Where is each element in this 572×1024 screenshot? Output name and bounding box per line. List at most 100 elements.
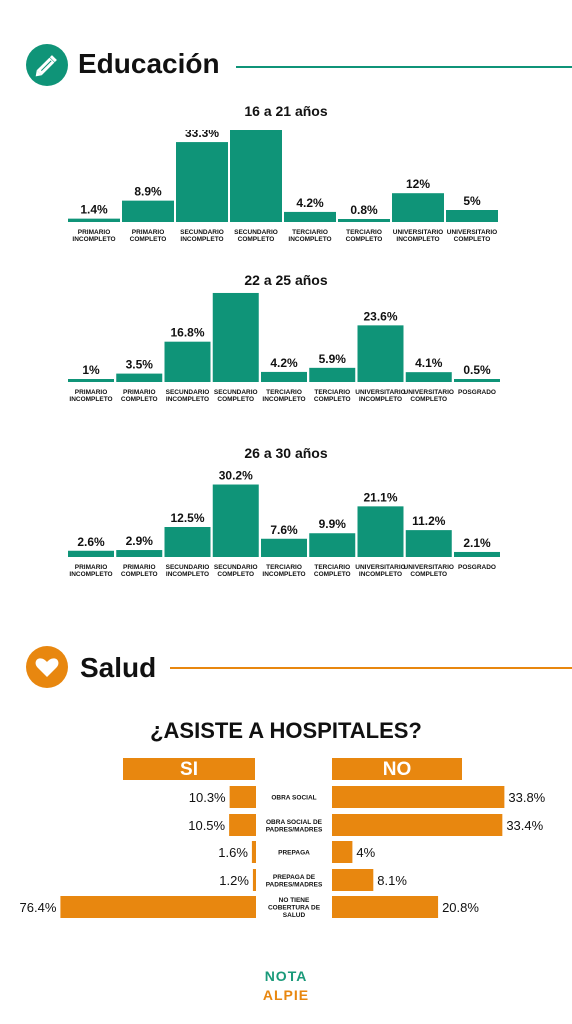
category-label: SECUNDARIO [234, 229, 278, 236]
category-label: INCOMPLETO [69, 571, 112, 578]
bar [454, 551, 500, 557]
si-value-label: 76.4% [20, 900, 57, 915]
no-value-label: 8.1% [377, 873, 407, 888]
bar-value-label: 11.2% [412, 514, 446, 528]
bar-value-label: 2.1% [463, 536, 491, 550]
bar [357, 325, 404, 382]
category-label: TERCIARIO [346, 229, 382, 236]
bar-value-label: 33.3% [185, 130, 219, 140]
category-label: COMPLETO [410, 571, 447, 578]
category-label: COMPLETO [346, 236, 383, 243]
bar-value-label: 21.1% [363, 490, 397, 504]
category-label: INCOMPLETO [359, 396, 402, 403]
bar-value-label: 2.6% [77, 535, 105, 549]
category-label: COMPLETO [130, 236, 167, 243]
chart-1-title: 16 a 21 años [244, 103, 328, 119]
category-label: PRIMARIO [123, 389, 156, 396]
bar [338, 219, 390, 222]
category-label: UNIVERSITARIO [404, 389, 454, 396]
category-label: INCOMPLETO [166, 396, 209, 403]
category-label: PRIMARIO [78, 229, 111, 236]
health-icon-badge [26, 646, 68, 688]
category-label: SECUNDARIO [166, 564, 210, 571]
si-value-label: 10.3% [189, 790, 226, 805]
bar-value-label: 4.2% [296, 196, 324, 210]
bar-value-label: 4.1% [415, 356, 443, 370]
bar [446, 210, 498, 222]
bar-value-label: 0.8% [350, 203, 378, 217]
category-label: INCOMPLETO [180, 236, 223, 243]
nota-alpie-logo: NOTA ALPIE [258, 967, 314, 1005]
bar [230, 130, 282, 222]
row-category-label: OBRA SOCIAL [271, 795, 316, 802]
bar [212, 292, 259, 382]
category-label: TERCIARIO [266, 389, 302, 396]
bar-value-label: 30.2% [219, 469, 253, 483]
si-bar [229, 786, 256, 808]
si-bar [229, 814, 256, 836]
category-label: INCOMPLETO [396, 236, 439, 243]
bar-value-label: 1% [82, 363, 100, 377]
category-label: UNIVERSITARIO [355, 564, 405, 571]
category-label: COMPLETO [314, 571, 351, 578]
category-label: TERCIARIO [314, 564, 350, 571]
bar [405, 372, 452, 382]
category-label: INCOMPLETO [69, 396, 112, 403]
education-chart-26-30: 2.6%PRIMARIOINCOMPLETO2.9%PRIMARIOCOMPLE… [68, 469, 500, 578]
bar [68, 550, 114, 557]
category-label: SECUNDARIO [214, 389, 258, 396]
hospital-chart: 10.3% 33.8% OBRA SOCIAL 10.5% 33.4% OBRA SOCI… [20, 786, 546, 919]
education-icon-badge [26, 44, 68, 86]
bar-value-label: 8.9% [134, 185, 162, 199]
category-label: INCOMPLETO [359, 571, 402, 578]
category-label: UNIVERSITARIO [447, 229, 497, 236]
category-label: COMPLETO [410, 396, 447, 403]
health-divider [170, 667, 572, 669]
no-bar [332, 786, 505, 808]
no-bar [332, 869, 374, 891]
category-label: UNIVERSITARIO [404, 564, 454, 571]
bar [164, 527, 211, 557]
bar [116, 550, 163, 557]
bar-value-label: 4.2% [270, 356, 298, 370]
category-label: UNIVERSITARIO [393, 229, 443, 236]
no-value-label: 33.4% [506, 818, 543, 833]
category-label: UNIVERSITARIO [355, 389, 405, 396]
category-label: COMPLETO [217, 571, 254, 578]
category-label: INCOMPLETO [262, 571, 305, 578]
bar [309, 533, 356, 557]
category-label: INCOMPLETO [262, 396, 305, 403]
bar-value-label: 37.1% [219, 290, 253, 291]
category-label: COMPLETO [454, 236, 491, 243]
bar [261, 538, 307, 557]
bar-value-label: 12% [406, 177, 430, 191]
category-label: COMPLETO [217, 396, 254, 403]
category-label: PRIMARIO [132, 229, 165, 236]
row-category-label: PREPAGA [278, 850, 310, 857]
category-label: PRIMARIO [123, 564, 156, 571]
si-value-label: 10.5% [188, 818, 225, 833]
category-label: PRIMARIO [75, 564, 108, 571]
bar [116, 373, 163, 382]
bar-value-label: 9.9% [319, 517, 347, 531]
category-label: COMPLETO [314, 396, 351, 403]
bar [309, 367, 356, 382]
no-header: NO [332, 758, 462, 780]
bar-value-label: 16.8% [170, 326, 204, 340]
category-label: SECUNDARIO [166, 389, 210, 396]
category-label: COMPLETO [121, 396, 158, 403]
category-label: TERCIARIO [314, 389, 350, 396]
bar [176, 142, 228, 222]
bar-value-label: 3.5% [126, 358, 154, 372]
bar-value-label: 12.5% [170, 511, 204, 525]
pencil-icon [35, 55, 57, 77]
no-bar [332, 896, 439, 918]
heart-icon [35, 658, 59, 677]
row-category-label: SALUD [283, 912, 306, 919]
health-section-title: Salud [80, 652, 157, 683]
no-value-label: 33.8% [508, 790, 545, 805]
bar [68, 379, 114, 382]
no-value-label: 4% [356, 845, 375, 860]
category-label: TERCIARIO [266, 564, 302, 571]
row-category-label: PADRES/MADRES [266, 826, 323, 833]
